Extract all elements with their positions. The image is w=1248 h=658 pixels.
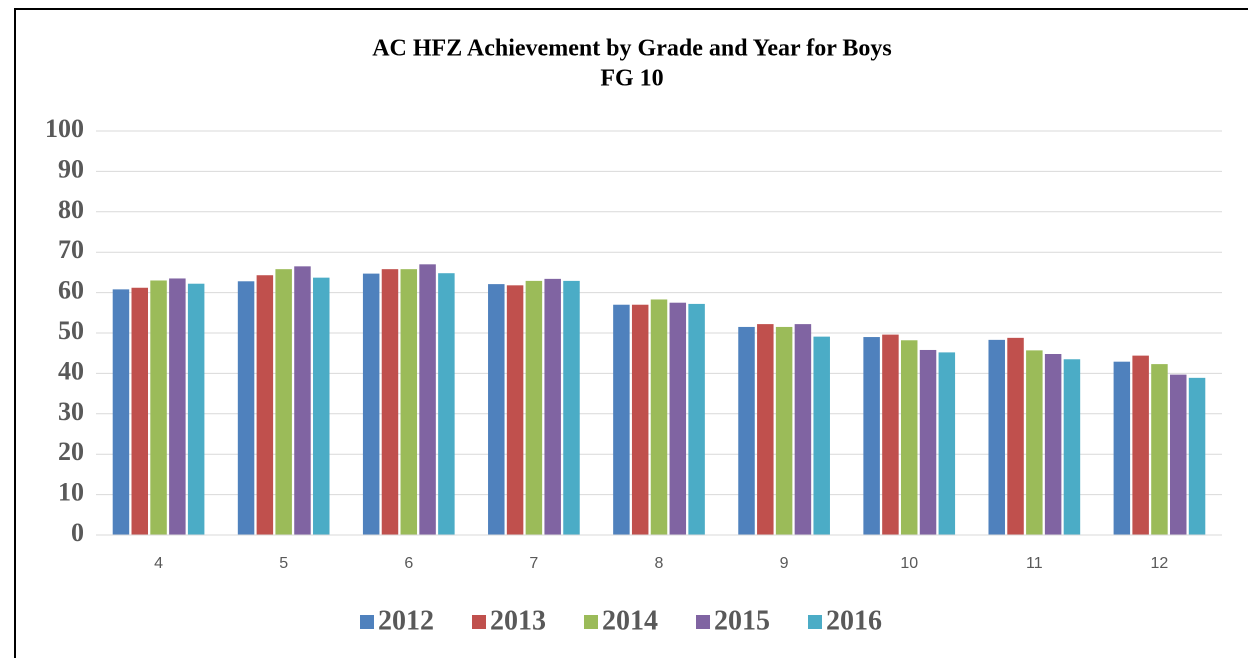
x-tick-label: 12 [1151, 555, 1169, 572]
bar [419, 264, 436, 535]
x-tick-label: 10 [900, 555, 918, 572]
y-tick-label: 70 [58, 235, 84, 264]
bar [1188, 377, 1206, 535]
legend-label: 2013 [490, 605, 546, 636]
x-tick-label: 4 [154, 555, 163, 572]
bar [919, 349, 937, 535]
x-tick-label: 9 [780, 555, 789, 572]
bar [294, 266, 311, 535]
x-tick-label: 8 [655, 555, 664, 572]
bar [400, 269, 418, 535]
bar [563, 280, 580, 535]
bar [131, 287, 149, 535]
x-tick-label: 7 [529, 555, 538, 572]
bar [313, 277, 330, 535]
bar [988, 339, 1005, 535]
bar [1044, 354, 1062, 535]
bar [237, 281, 255, 535]
bar [488, 284, 505, 535]
legend-label: 2016 [826, 605, 882, 636]
y-tick-label: 50 [58, 316, 84, 345]
bar [1132, 355, 1149, 535]
legend-swatch [360, 615, 374, 629]
bar [1007, 337, 1024, 535]
bar [650, 299, 668, 535]
y-tick-label: 60 [58, 276, 84, 305]
bar [525, 280, 543, 535]
bar [256, 275, 274, 535]
bar [362, 273, 380, 535]
bar [112, 289, 130, 535]
bar [900, 340, 918, 535]
bar [150, 280, 167, 535]
y-tick-label: 80 [58, 195, 84, 224]
bar [938, 352, 956, 535]
legend-label: 2015 [714, 605, 770, 636]
bar [775, 326, 793, 535]
x-tick-label: 11 [1026, 555, 1043, 572]
y-tick-label: 40 [58, 356, 84, 385]
bar [544, 278, 561, 535]
bar [631, 304, 649, 535]
legend-swatch [472, 615, 486, 629]
bar [863, 337, 880, 535]
y-tick-label: 0 [71, 518, 84, 547]
legend-swatch [584, 615, 598, 629]
x-tick-label: 6 [404, 555, 413, 572]
bar [1169, 374, 1187, 535]
bar [381, 269, 399, 535]
bar [187, 283, 205, 535]
y-tick-label: 30 [58, 397, 84, 426]
chart-subtitle: FG 10 [600, 66, 663, 92]
y-tick-label: 20 [58, 437, 84, 466]
chart-title: AC HFZ Achievement by Grade and Year for… [372, 36, 892, 62]
bar [1026, 350, 1043, 535]
y-tick-label: 90 [58, 154, 84, 183]
bar [506, 285, 524, 535]
bar [1151, 364, 1168, 535]
legend-label: 2014 [602, 605, 658, 636]
bar [738, 326, 755, 535]
bar [688, 303, 705, 535]
bar [169, 278, 186, 535]
bar [1063, 359, 1081, 535]
legend-label: 2012 [378, 605, 434, 636]
bar [882, 334, 899, 535]
y-tick-label: 10 [58, 478, 84, 507]
bar [794, 324, 812, 535]
legend-swatch [808, 615, 822, 629]
bar [1113, 361, 1131, 535]
legend-swatch [696, 615, 710, 629]
bar [813, 336, 830, 535]
bar [669, 302, 687, 535]
bar [757, 324, 774, 535]
bar [438, 273, 455, 535]
y-tick-label: 100 [45, 114, 84, 143]
x-tick-label: 5 [279, 555, 288, 572]
bar [613, 304, 630, 535]
bar [275, 269, 292, 535]
